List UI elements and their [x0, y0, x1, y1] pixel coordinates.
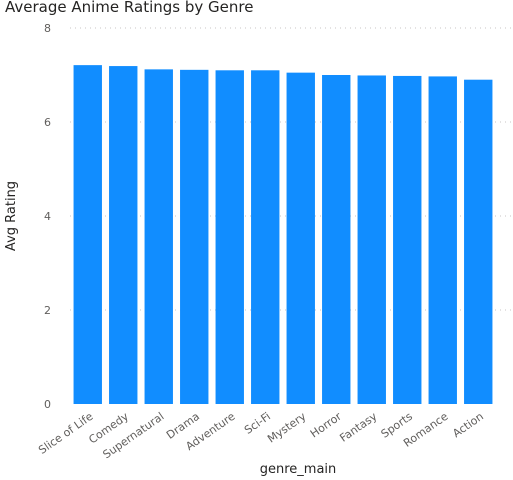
x-tick-label: Action [450, 410, 486, 440]
y-tick-label: 8 [44, 22, 51, 35]
x-axis-ticks: Slice of LifeComedySupernaturalDramaAdve… [36, 410, 486, 462]
bar-fantasy[interactable] [357, 75, 386, 404]
y-tick-label: 4 [44, 210, 51, 223]
x-tick-label: Slice of Life [36, 410, 96, 457]
bar-mystery[interactable] [286, 72, 315, 405]
y-tick-label: 2 [44, 304, 51, 317]
bar-slice-of-life[interactable] [73, 65, 102, 404]
bar-supernatural[interactable] [144, 69, 173, 405]
y-tick-label: 0 [44, 398, 51, 411]
y-tick-label: 6 [44, 116, 51, 129]
bar-drama[interactable] [180, 69, 209, 404]
bar-romance[interactable] [428, 76, 457, 404]
bar-sports[interactable] [393, 75, 422, 404]
bar-horror[interactable] [322, 75, 351, 404]
bar-sci-fi[interactable] [251, 70, 280, 405]
chart-title: Average Anime Ratings by Genre [5, 0, 254, 16]
y-axis-title: Avg Rating [4, 181, 19, 251]
y-axis-ticks: 0 2 4 6 8 [44, 22, 51, 411]
bars [73, 65, 493, 405]
x-tick-label: Mystery [265, 410, 309, 446]
x-axis-title: genre_main [260, 462, 337, 477]
bar-action[interactable] [464, 79, 493, 404]
bar-adventure[interactable] [215, 70, 244, 405]
x-tick-label: Supernatural [101, 410, 167, 462]
bar-comedy[interactable] [109, 66, 138, 404]
x-tick-label: Fantasy [337, 410, 380, 445]
